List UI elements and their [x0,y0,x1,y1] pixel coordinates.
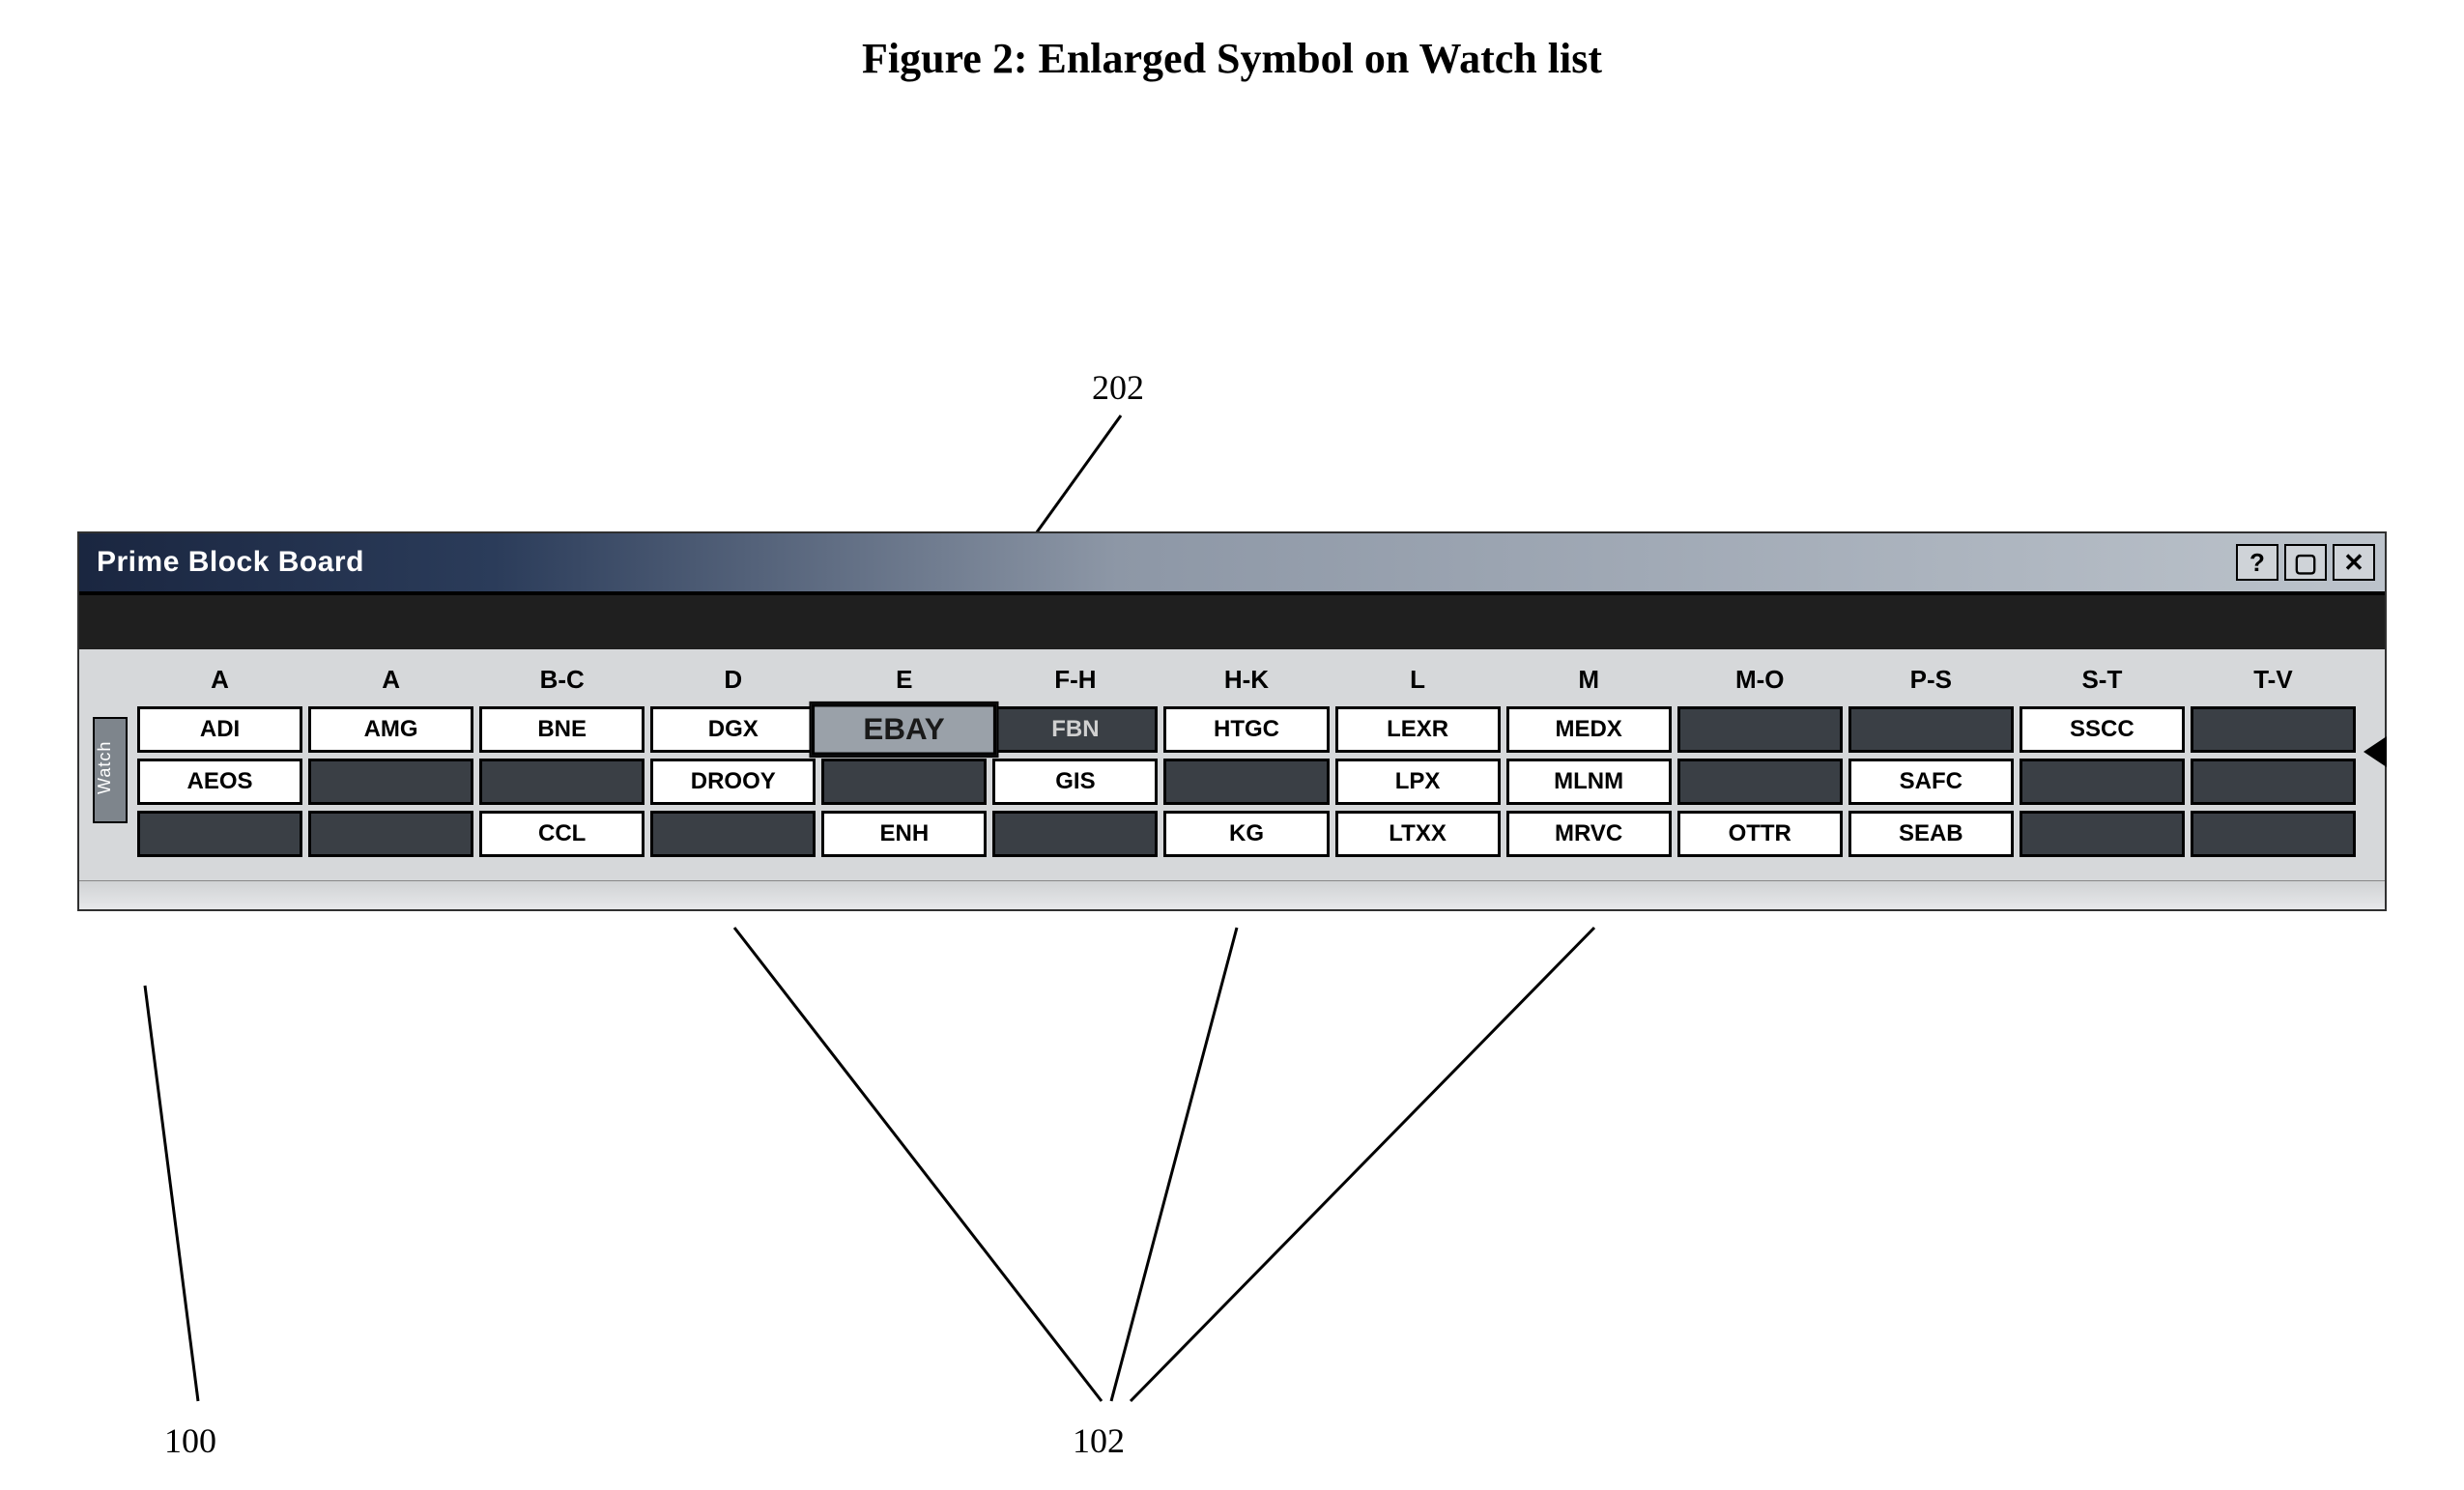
column-header: B-C [479,659,645,701]
symbol-cell[interactable]: CCL [479,811,645,857]
column-header: D [650,659,816,701]
symbol-cell[interactable]: KG [1163,811,1329,857]
side-tab[interactable]: Watch [93,717,128,823]
symbol-cell[interactable]: ENH [821,811,987,857]
symbol-cell[interactable]: OTTR [1677,811,1843,857]
symbol-cell[interactable] [992,811,1158,857]
symbol-cell[interactable] [137,811,302,857]
symbol-cell[interactable]: LPX [1335,759,1501,805]
symbol-cell[interactable] [2191,759,2356,805]
column-header: S-T [2020,659,2185,701]
symbol-cell[interactable] [650,811,816,857]
symbol-cell[interactable] [308,759,473,805]
column-header: M [1506,659,1672,701]
watchlist-window: Prime Block Board ? ▢ ✕ Watch AAB-CDEF-H… [77,531,2387,911]
toolbar-band [79,595,2385,649]
column-header: H-K [1163,659,1329,701]
symbol-cell[interactable] [2020,811,2185,857]
symbol-cell[interactable]: DGX [650,706,816,753]
symbol-cell[interactable]: MLNM [1506,759,1672,805]
column-header: A [308,659,473,701]
column-header: T-V [2191,659,2356,701]
symbol-cell[interactable] [1677,759,1843,805]
symbol-cell[interactable]: MEDX [1506,706,1672,753]
symbol-cell[interactable]: DROOY [650,759,816,805]
scroll-left-arrow[interactable] [2364,736,2387,767]
column-header: L [1335,659,1501,701]
column-header: E [821,659,987,701]
watchlist-row: AEOS DROOY GIS LPXMLNM SAFC [137,759,2356,805]
symbol-cell[interactable]: AEOS [137,759,302,805]
figure-title: Figure 2: Enlarged Symbol on Watch list [0,34,2464,83]
titlebar: Prime Block Board ? ▢ ✕ [79,533,2385,595]
callout-label-202: 202 [1092,367,1144,408]
column-header: P-S [1848,659,2014,701]
window-title: Prime Block Board [89,546,364,579]
symbol-cell[interactable]: LTXX [1335,811,1501,857]
symbol-cell[interactable] [2020,759,2185,805]
symbol-cell[interactable] [2191,706,2356,753]
symbol-cell[interactable]: HTGC [1163,706,1329,753]
window-footer [79,880,2385,909]
watchlist-grid: Watch AAB-CDEF-HH-KLMM-OP-SS-TT-V ADIAMG… [79,649,2385,880]
callout-label-102: 102 [1073,1420,1125,1461]
column-header: M-O [1677,659,1843,701]
symbol-cell[interactable] [308,811,473,857]
callout-label-100: 100 [164,1420,216,1461]
symbol-cell[interactable]: SAFC [1848,759,2014,805]
symbol-cell[interactable]: SSCC [2020,706,2185,753]
help-button[interactable]: ? [2236,544,2278,581]
symbol-cell[interactable] [2191,811,2356,857]
symbol-cell[interactable]: ADI [137,706,302,753]
symbol-cell[interactable]: MRVC [1506,811,1672,857]
symbol-cell[interactable] [1677,706,1843,753]
symbol-cell[interactable]: BNE [479,706,645,753]
symbol-cell[interactable]: AMG [308,706,473,753]
watchlist-row: ADIAMGBNEDGXEBAYFBNHTGCLEXRMEDX SSCC [137,706,2356,753]
watchlist-row: CCL ENH KGLTXXMRVCOTTRSEAB [137,811,2356,857]
symbol-cell[interactable]: LEXR [1335,706,1501,753]
symbol-cell[interactable]: FBN [992,706,1158,753]
column-header: A [137,659,302,701]
symbol-cell[interactable] [1848,706,2014,753]
symbol-cell[interactable] [821,759,987,805]
column-header: F-H [992,659,1158,701]
symbol-cell[interactable]: EBAY [812,703,997,756]
symbol-cell[interactable]: SEAB [1848,811,2014,857]
symbol-cell[interactable] [1163,759,1329,805]
close-button[interactable]: ✕ [2333,544,2375,581]
symbol-cell[interactable]: GIS [992,759,1158,805]
symbol-cell[interactable] [479,759,645,805]
minimize-button[interactable]: ▢ [2284,544,2327,581]
